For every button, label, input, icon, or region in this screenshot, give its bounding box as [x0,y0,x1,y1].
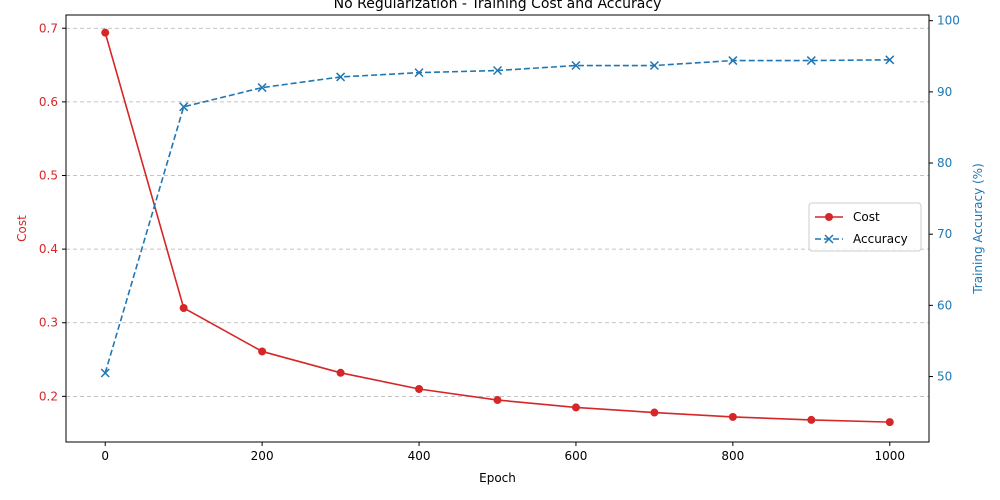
x-tick-label: 200 [251,449,274,463]
cost-point [258,347,267,356]
y-left-tick-label: 0.5 [39,168,58,182]
ticks: 0 200 400 600 800 1000 0.2 0.3 0.4 0.5 0.6 0.7 50 60 7… [39,14,960,463]
accuracy-point [806,56,816,66]
accuracy-point [257,83,267,93]
cost-point [650,408,659,417]
x-tick-label: 0 [101,449,109,463]
accuracy-point [728,56,738,66]
y-left-tick-label: 0.7 [39,21,58,35]
cost-point [336,368,345,377]
cost-point [101,28,110,37]
legend-item-accuracy: Accuracy [815,232,908,246]
cost-point [728,412,737,421]
y-left-tick-label: 0.2 [39,389,58,403]
accuracy-point [336,72,346,82]
series-layer [100,28,895,427]
x-tick-label: 1000 [874,449,905,463]
y-right-tick-label: 100 [937,14,960,28]
plot-frame [65,14,930,443]
cost-line [104,32,890,423]
legend: Cost Accuracy [808,202,922,252]
legend-label: Accuracy [853,232,908,246]
y-left-tick-label: 0.3 [39,316,58,330]
cost-point [493,396,502,405]
legend-item-cost: Cost [815,210,880,224]
accuracy-line [104,59,890,374]
accuracy-point [492,65,503,76]
series-accuracy [100,55,895,378]
grid [66,27,929,397]
cost-point [179,304,188,313]
x-tick-label: 600 [565,449,588,463]
y-right-tick-label: 50 [937,370,952,384]
y-right-tick-label: 70 [937,227,952,241]
accuracy-point [571,60,581,71]
legend-marker [825,213,833,221]
cost-point [571,403,580,412]
y-left-tick-label: 0.4 [39,242,58,256]
cost-point [415,384,424,393]
x-tick-label: 800 [721,449,744,463]
chart-title: No Regularization - Training Cost and Ac… [334,0,662,12]
accuracy-point [649,60,659,71]
y-axis-left-label: Cost [15,215,29,242]
y-right-tick-label: 90 [937,85,952,99]
accuracy-point [179,102,189,112]
y-left-tick-label: 0.6 [39,95,58,109]
accuracy-point [885,55,895,65]
accuracy-point [414,68,424,78]
legend-marker [824,234,834,244]
cost-point [807,415,816,424]
cost-point [885,418,894,427]
x-tick-label: 400 [408,449,431,463]
y-right-tick-label: 60 [937,298,952,312]
accuracy-point [100,368,110,378]
x-axis-label: Epoch [479,471,516,485]
legend-label: Cost [853,210,880,224]
series-cost [101,28,894,427]
y-right-tick-label: 80 [937,156,952,170]
y-axis-right-label: Training Accuracy (%) [971,163,985,295]
